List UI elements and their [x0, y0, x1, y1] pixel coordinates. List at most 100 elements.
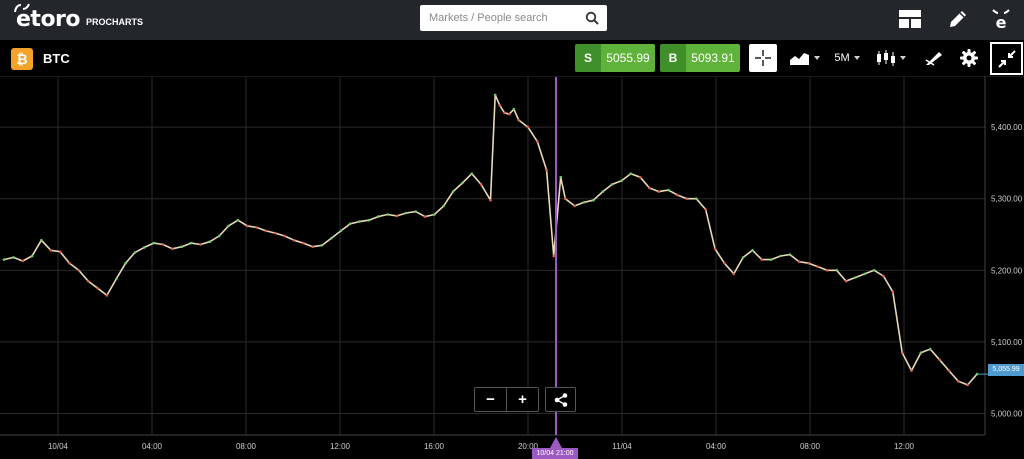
instrument-symbol: BTC [43, 51, 70, 66]
price-point [498, 104, 502, 107]
share-button[interactable] [545, 387, 576, 412]
y-tick-label: 5,300.00 [991, 195, 1023, 204]
x-tick-label: 12:00 [894, 442, 915, 451]
x-tick-label: 12:00 [330, 442, 351, 451]
price-point [657, 190, 661, 193]
price-series-line [3, 94, 978, 386]
chart-type-dropdown[interactable] [787, 44, 823, 72]
price-point [311, 245, 315, 248]
price-point [582, 201, 586, 204]
search-box[interactable] [420, 5, 607, 31]
layout-icon[interactable] [897, 6, 923, 32]
price-point [592, 198, 595, 202]
settings-button[interactable] [956, 44, 982, 72]
chart-canvas[interactable]: 5,400.00 5,300.00 5,200.00 5,100.00 5,000.00… [0, 77, 1024, 459]
price-point [648, 186, 651, 190]
price-point [807, 261, 810, 265]
price-point [573, 204, 576, 208]
price-point [208, 240, 212, 243]
buy-tag: B [660, 44, 686, 72]
crosshair-icon [755, 50, 771, 66]
zoom-out-button[interactable]: − [486, 391, 495, 408]
search-input[interactable] [420, 5, 580, 31]
price-point [552, 254, 555, 258]
x-tick-label: 16:00 [424, 442, 445, 451]
crosshair-time-label: 10/04 21:00 [532, 448, 578, 459]
price-point [713, 247, 717, 251]
price-chart[interactable]: 5,400.00 5,300.00 5,200.00 5,100.00 5,000.00… [0, 77, 1024, 459]
price-point [891, 290, 895, 294]
price-point [816, 265, 820, 268]
x-tick-label: 08:00 [236, 442, 257, 451]
price-point [704, 208, 707, 211]
price-point [788, 253, 792, 256]
price-point [601, 190, 605, 193]
price-point [526, 125, 530, 129]
timeframe-dropdown[interactable]: 5M [831, 44, 863, 72]
price-point [910, 369, 913, 372]
price-point [12, 256, 15, 259]
price-point [255, 226, 258, 229]
chevron-down-icon [814, 56, 820, 60]
price-point [479, 183, 483, 186]
price-point [433, 213, 436, 216]
price-point [685, 197, 689, 200]
price-point [629, 172, 633, 175]
price-point [330, 236, 333, 240]
price-point [779, 254, 782, 258]
y-tick-label: 5,400.00 [991, 123, 1023, 132]
zoom-controls: − + [474, 387, 539, 412]
zoom-divider [506, 388, 507, 411]
price-point [414, 210, 418, 213]
buy-button[interactable]: B 5093.91 [660, 44, 740, 72]
crosshair-marker [550, 437, 562, 448]
price-point [545, 168, 548, 172]
top-bar: etoro PROCHARTS e [0, 0, 1024, 40]
current-price-label: 5,055.99 [988, 364, 1024, 376]
price-point [863, 272, 866, 276]
etoro-logo[interactable]: etoro PROCHARTS [14, 3, 143, 32]
price-point [900, 351, 904, 355]
price-point [667, 188, 670, 192]
sell-tag: S [575, 44, 601, 72]
price-point [96, 286, 99, 290]
price-point [882, 274, 885, 278]
x-tick-label: 04:00 [142, 442, 163, 451]
y-tick-label: 5,100.00 [991, 338, 1023, 347]
x-tick-label: 20:00 [518, 442, 539, 451]
crosshair-tool-button[interactable] [749, 44, 777, 72]
timeframe-value: 5M [834, 52, 850, 64]
x-tick-label: 10/04 [48, 442, 69, 451]
search-icon[interactable] [585, 11, 599, 25]
price-point [470, 172, 474, 175]
price-point [217, 234, 221, 238]
drawing-tool-button[interactable] [921, 44, 947, 72]
price-point [564, 197, 567, 200]
price-point [367, 218, 371, 222]
collapse-button[interactable] [990, 42, 1023, 75]
zoom-in-button[interactable]: + [518, 391, 527, 408]
price-point [442, 204, 446, 208]
price-point [21, 259, 25, 263]
price-point [302, 241, 305, 245]
x-tick-label: 04:00 [706, 442, 727, 451]
price-point [966, 383, 969, 387]
instrument-bar [0, 40, 1024, 77]
price-point [40, 238, 43, 242]
price-point [732, 272, 736, 276]
price-point [199, 243, 202, 246]
svg-text:e: e [996, 13, 1007, 31]
price-point [919, 351, 923, 355]
price-point [872, 269, 876, 272]
price-point [760, 258, 764, 261]
price-point [189, 241, 193, 245]
price-point [503, 111, 506, 115]
price-point [610, 183, 614, 186]
price-point [957, 380, 960, 383]
sell-button[interactable]: S 5055.99 [575, 44, 655, 72]
candle-style-dropdown[interactable] [871, 44, 911, 72]
price-point [171, 247, 174, 251]
edit-icon[interactable] [945, 6, 971, 32]
etoro-e-icon[interactable]: e [988, 6, 1014, 32]
price-point [844, 279, 848, 283]
